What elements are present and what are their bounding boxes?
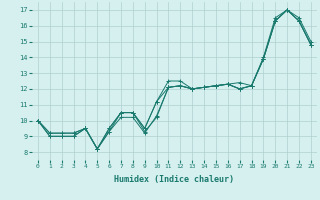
X-axis label: Humidex (Indice chaleur): Humidex (Indice chaleur) (115, 175, 234, 184)
